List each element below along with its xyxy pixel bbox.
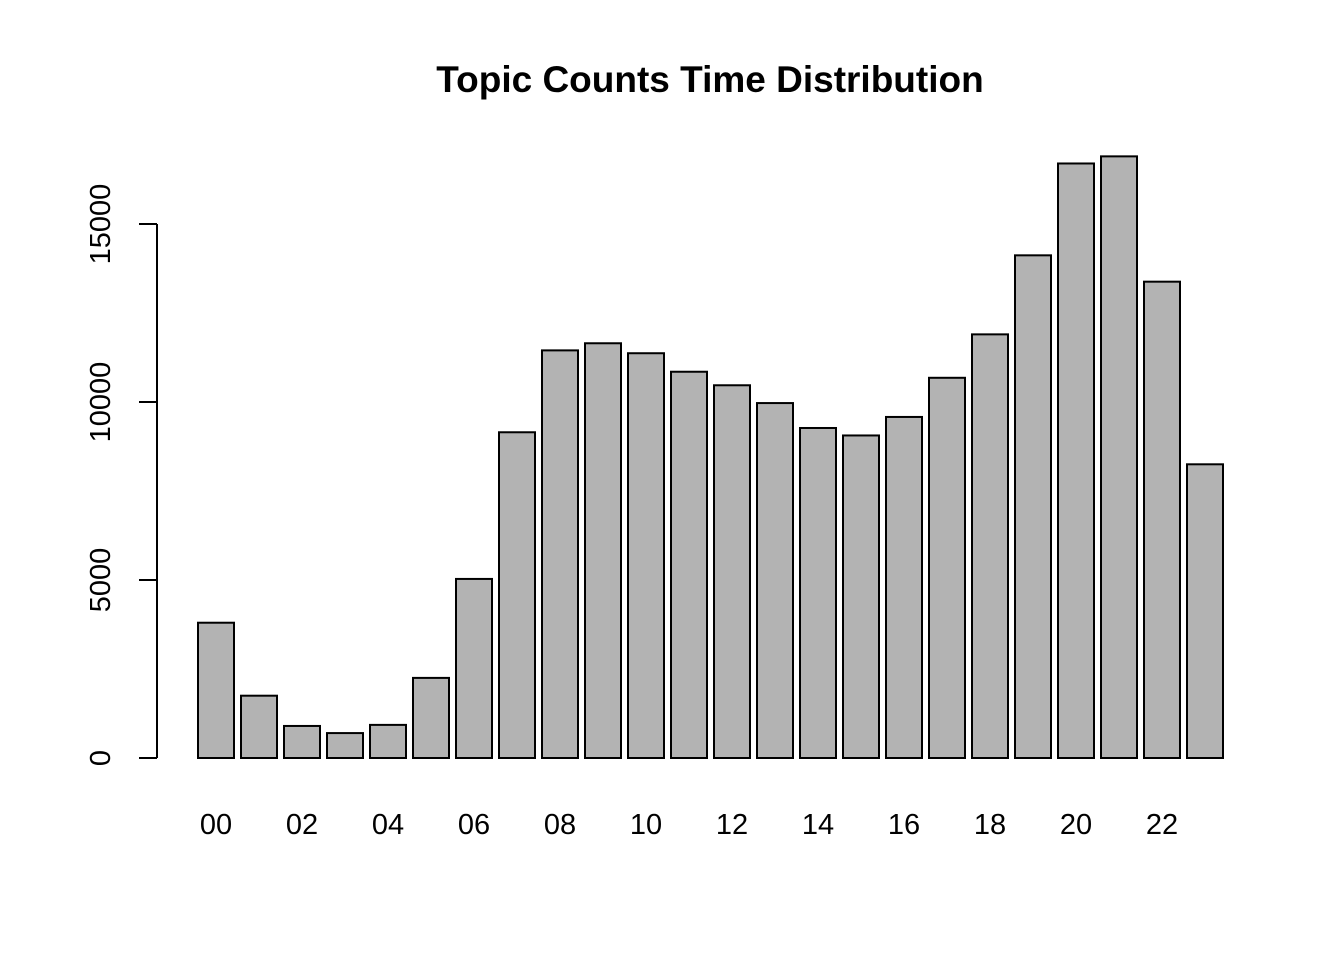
x-tick-label-04: 04 [372,809,404,841]
bar-08 [541,349,579,759]
y-axis: 0 5000 10000 15000 [85,184,158,766]
bar-12 [713,384,751,759]
bar-05 [412,676,450,760]
x-tick-label-18: 18 [974,809,1006,841]
bar-03 [326,732,364,760]
x-tick-label-02: 02 [286,809,318,841]
bar-00 [197,621,235,759]
x-tick-label-06: 06 [458,809,490,841]
bar-21 [1100,155,1138,760]
y-tick-label-5000: 5000 [85,548,117,613]
bar-20 [1057,162,1095,760]
x-tick-label-22: 22 [1146,809,1178,841]
bar-09 [584,342,622,759]
x-tick-label-12: 12 [716,809,748,841]
bar-15 [842,434,880,759]
bar-23 [1186,463,1224,759]
x-tick-label-10: 10 [630,809,662,841]
bar-19 [1014,254,1052,759]
x-tick-label-00: 00 [200,809,232,841]
x-tick-label-16: 16 [888,809,920,841]
bar-01 [240,694,278,760]
bar-06 [455,577,493,759]
bar-18 [971,333,1009,759]
bar-10 [627,352,665,759]
y-tick-label-0: 0 [85,750,117,766]
bar-02 [283,724,321,760]
x-tick-label-20: 20 [1060,809,1092,841]
bar-11 [670,370,708,759]
x-axis-labels: 00 02 04 06 08 10 12 14 16 18 20 22 [200,809,1178,841]
bar-16 [885,415,923,759]
y-tick-label-10000: 10000 [85,362,117,443]
x-tick-label-08: 08 [544,809,576,841]
bars-group [197,155,1224,760]
bar-17 [928,376,966,759]
bar-13 [756,402,794,759]
bar-04 [369,723,407,760]
chart-title: Topic Counts Time Distribution [436,59,983,100]
bar-14 [799,426,837,759]
bar-07 [498,431,536,759]
bar-22 [1143,280,1181,759]
y-tick-label-15000: 15000 [85,184,117,265]
x-tick-label-14: 14 [802,809,834,841]
